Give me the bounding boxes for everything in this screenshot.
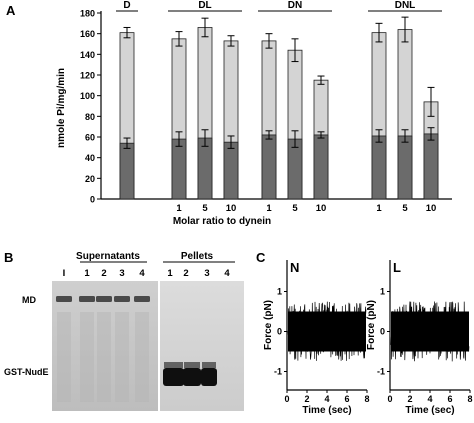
x-tick-label: 10	[226, 203, 237, 214]
x-tick-label: 1	[376, 203, 382, 214]
force-y-tick-label: -1	[377, 367, 385, 377]
y-tick-label: 80	[85, 112, 95, 122]
y-tick-label: 40	[85, 153, 95, 163]
panel-a-letter: A	[6, 3, 16, 18]
force-trace	[287, 301, 367, 361]
x-tick-label: 5	[402, 203, 408, 214]
y-tick-label: 180	[80, 9, 95, 19]
force-x-tick-label: 6	[447, 394, 452, 404]
bar-dark	[223, 141, 239, 200]
y-tick-label: 160	[80, 29, 95, 39]
x-axis-label: Molar ratio to dynein	[173, 216, 271, 227]
x-tick-label: 10	[426, 203, 437, 214]
lane-smear	[135, 312, 149, 402]
sup-lane-label: 1	[84, 268, 90, 279]
bar-dark	[313, 134, 329, 200]
y-axis-label: nmole Pi/mg/min	[56, 68, 67, 148]
y-tick-label: 0	[90, 195, 95, 205]
trace-letter: N	[290, 260, 299, 275]
x-tick-label: 5	[202, 203, 208, 214]
y-tick-label: 140	[80, 50, 95, 60]
bar-dark	[197, 137, 213, 200]
force-x-tick-label: 2	[407, 394, 412, 404]
group-label: DNL	[395, 0, 416, 11]
x-tick-label: 5	[292, 203, 298, 214]
force-x-tick-label: 8	[364, 394, 369, 404]
force-x-label: Time (sec)	[302, 405, 351, 416]
sup-lane-label: 3	[119, 268, 124, 279]
pel-lane-label: 1	[167, 268, 173, 279]
force-y-tick-label: 0	[380, 327, 385, 337]
force-x-tick-label: 6	[344, 394, 349, 404]
gst-nude-band-top	[164, 362, 183, 368]
sup-lane-label: 4	[139, 268, 145, 279]
force-y-tick-label: 1	[380, 287, 385, 297]
group-label: DL	[198, 0, 211, 11]
band-label-md: MD	[22, 295, 36, 305]
md-band	[114, 296, 130, 302]
lane-smear	[80, 312, 94, 402]
gst-nude-band-top	[202, 362, 216, 368]
bar-dark	[287, 138, 303, 200]
bar-dark	[371, 135, 387, 200]
y-tick-label: 20	[85, 174, 95, 184]
md-band	[56, 296, 72, 302]
lane-smear	[115, 312, 129, 402]
md-band	[79, 296, 95, 302]
force-y-tick-label: 0	[277, 327, 282, 337]
force-traces: -1 0 1 0 2 4 6 8 N Force (pN) Time (sec) -1 0 1 0 2 4 6 8 L…	[263, 260, 473, 416]
bar-dark	[119, 142, 135, 200]
gst-nude-band	[201, 368, 217, 386]
panel-c-letter: C	[256, 250, 266, 265]
bar-dark	[171, 138, 187, 200]
force-trace	[390, 301, 470, 362]
supernatants-title: Supernatants	[76, 251, 140, 262]
bar-dark	[423, 133, 439, 200]
gst-nude-band	[163, 368, 184, 386]
gst-nude-band	[183, 368, 201, 386]
bar-dark	[261, 134, 277, 200]
force-x-label: Time (sec)	[405, 405, 454, 416]
bar-chart-atpase: nmole Pi/mg/min Molar ratio to dynein 0 2…	[56, 0, 452, 227]
force-x-tick-label: 0	[284, 394, 289, 404]
lane-smear	[57, 312, 71, 402]
pel-lane-label: 3	[204, 268, 209, 279]
pellet-gel-image	[160, 281, 244, 411]
x-tick-label: 1	[266, 203, 272, 214]
sup-lane-label: I	[63, 268, 66, 279]
md-band	[134, 296, 150, 302]
supernatant-gel-image	[52, 281, 158, 411]
x-tick-label: 10	[316, 203, 327, 214]
force-x-tick-label: 8	[467, 394, 472, 404]
sup-lane-label: 2	[101, 268, 106, 279]
bar-dark	[397, 135, 413, 200]
group-label: DN	[288, 0, 302, 11]
pel-lane-label: 4	[224, 268, 230, 279]
md-band	[96, 296, 112, 302]
y-tick-label: 60	[85, 133, 95, 143]
panel-b-letter: B	[4, 250, 13, 265]
group-label: D	[123, 0, 130, 11]
gst-nude-band-top	[184, 362, 200, 368]
band-label-gst-nude: GST-NudE	[4, 367, 49, 377]
pellets-title: Pellets	[181, 251, 214, 262]
x-tick-label: 1	[176, 203, 182, 214]
force-y-tick-label: -1	[274, 367, 282, 377]
y-tick-label: 120	[80, 71, 95, 81]
force-x-tick-label: 0	[387, 394, 392, 404]
force-x-tick-label: 2	[304, 394, 309, 404]
pel-lane-label: 2	[183, 268, 188, 279]
force-y-tick-label: 1	[277, 287, 282, 297]
force-x-tick-label: 4	[427, 394, 432, 404]
force-x-tick-label: 4	[324, 394, 329, 404]
force-y-label: Force (pN)	[366, 300, 377, 350]
lane-smear	[97, 312, 111, 402]
trace-letter: L	[393, 260, 401, 275]
y-tick-label: 100	[80, 91, 95, 101]
force-y-label: Force (pN)	[263, 300, 274, 350]
